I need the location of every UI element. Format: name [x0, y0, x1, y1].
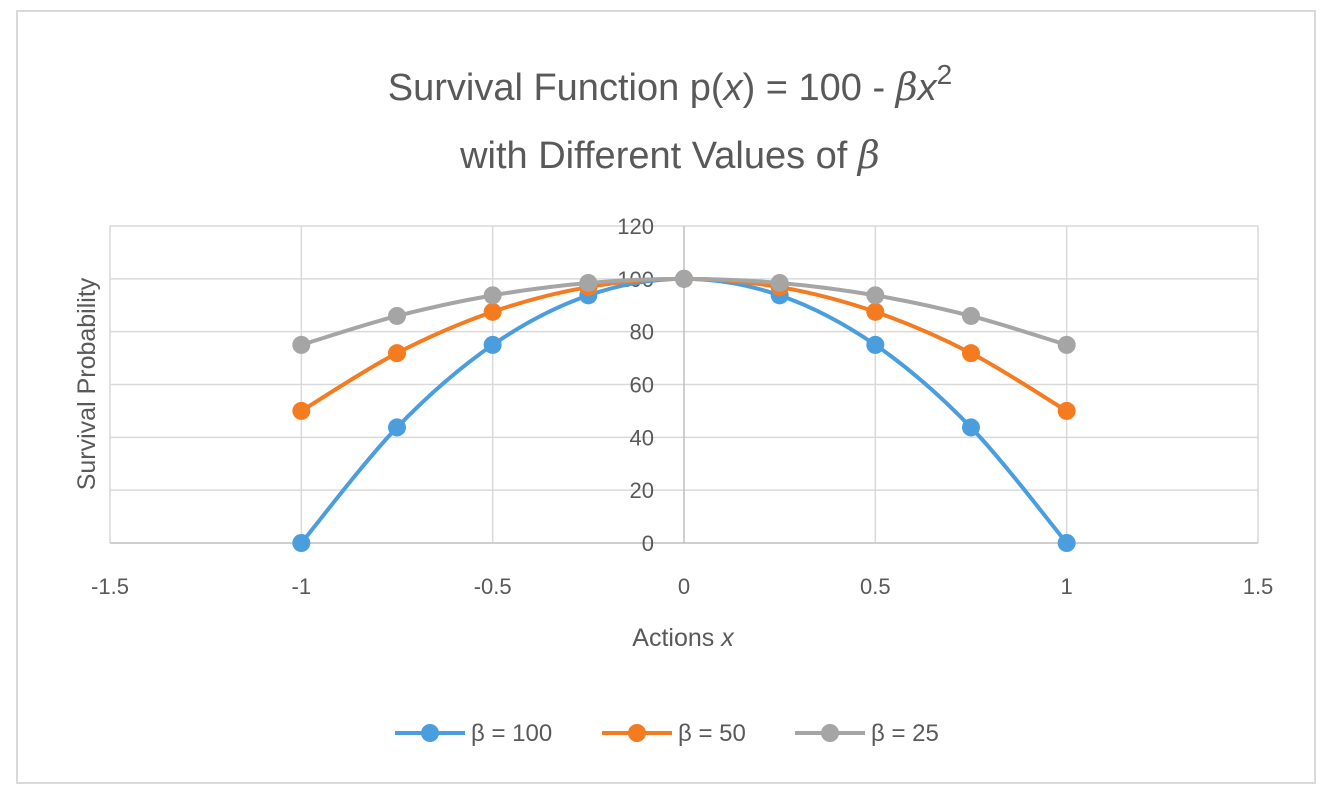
chart-title-line2: with Different Values of β	[459, 133, 880, 177]
data-point	[770, 273, 789, 292]
data-point	[388, 344, 406, 363]
legend-marker	[421, 724, 439, 742]
data-point	[388, 418, 406, 437]
y-tick-label: 80	[630, 320, 654, 345]
chart-title-line1: Survival Function p(x) = 100 - βx2	[388, 59, 953, 109]
data-point	[483, 286, 502, 305]
series	[292, 269, 1076, 552]
data-point	[388, 306, 406, 325]
x-tick-label: -0.5	[474, 574, 512, 599]
data-point	[1057, 401, 1076, 420]
y-axis-label: Survival Probability	[73, 277, 101, 490]
data-point	[1057, 335, 1076, 354]
x-axis-label: Actions x	[632, 624, 735, 652]
legend: β = 100 β = 50 β = 25	[395, 720, 939, 747]
data-point	[675, 269, 693, 288]
legend-label: β = 100	[471, 720, 552, 747]
y-tick-label: 20	[630, 478, 654, 503]
y-tick-label: 120	[617, 214, 654, 239]
chart-frame	[16, 10, 1316, 784]
y-tick-label: 0	[642, 531, 654, 556]
data-point	[579, 273, 598, 292]
legend-item: β = 100	[395, 720, 552, 747]
x-tick-labels: -1.5 -1 -0.5 0 0.5 1 1.5	[91, 574, 1273, 599]
series-3	[292, 269, 1076, 354]
legend-label: β = 25	[871, 720, 939, 747]
data-point	[292, 401, 311, 420]
data-point	[866, 286, 885, 305]
data-point	[483, 335, 502, 354]
y-tick-label: 60	[630, 373, 654, 398]
data-point	[1057, 534, 1076, 552]
y-tick-label: 40	[630, 425, 654, 450]
data-point	[866, 335, 885, 354]
data-point	[962, 418, 980, 437]
x-tick-label: 1	[1061, 574, 1073, 599]
data-point	[483, 302, 502, 321]
data-point	[292, 335, 311, 354]
legend-item: β = 25	[795, 720, 939, 747]
data-point	[962, 344, 980, 363]
legend-marker	[821, 724, 839, 742]
x-tick-label: -1	[292, 574, 312, 599]
data-point	[962, 306, 980, 325]
legend-item: β = 50	[602, 720, 746, 747]
data-point	[866, 302, 885, 321]
legend-label: β = 50	[678, 720, 746, 747]
x-tick-label: 1.5	[1243, 574, 1274, 599]
data-point	[292, 534, 311, 552]
x-tick-label: 0	[678, 574, 690, 599]
x-tick-label: 0.5	[860, 574, 891, 599]
legend-marker	[628, 724, 646, 742]
x-tick-label: -1.5	[91, 574, 129, 599]
